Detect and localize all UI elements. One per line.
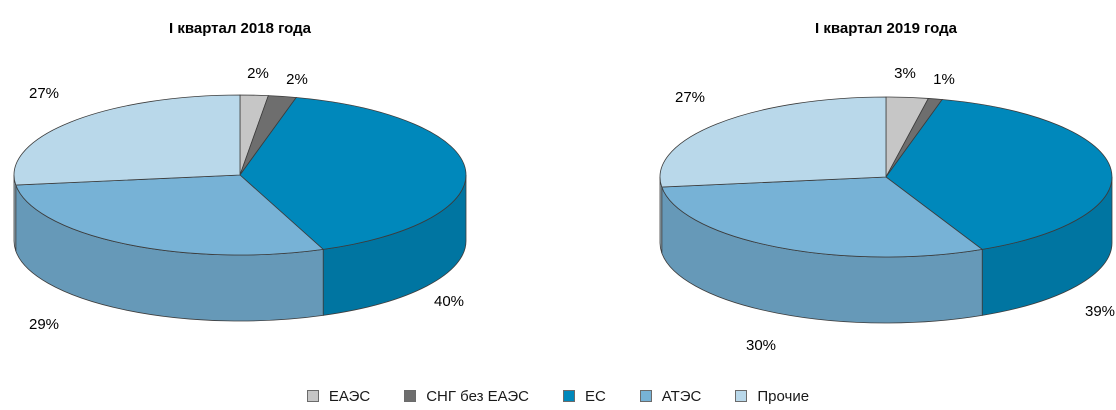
legend-swatch-eaeu (306, 390, 319, 402)
pie-chart-2019: I квартал 2019 года 3% 1% 39% 30% 27% (659, 20, 1115, 354)
pct-label-2019-other: 27% (675, 89, 705, 106)
legend-item-cis: СНГ без ЕАЭС (404, 388, 529, 405)
pct-label-2018-eaeu: 2% (247, 65, 269, 82)
pct-label-2019-eaeu: 3% (894, 65, 916, 82)
pie-chart-2018: I квартал 2018 года 2% 2% 40% 29% 27% (13, 20, 467, 333)
pie-slice-2019-apec (661, 176, 984, 258)
legend-item-other: Прочие (735, 388, 809, 405)
chart-title-2019: I квартал 2019 года (815, 20, 958, 37)
pct-label-2018-other: 27% (29, 85, 59, 102)
pct-label-2019-cis: 1% (933, 71, 955, 88)
chart-title-2018: I квартал 2018 года (169, 20, 312, 37)
pie-slice-2019-other (659, 96, 887, 188)
legend-label-apec: АТЭС (661, 387, 702, 405)
legend-swatch-eu (562, 390, 575, 402)
legend-label-eu: ЕС (584, 387, 606, 405)
pie-slice-2018-apec (15, 174, 325, 256)
legend-label-eaeu: ЕАЭС (328, 387, 371, 405)
pie-slice-2018-eu (239, 97, 467, 250)
pie-top-2018 (13, 94, 467, 256)
pie-charts: I квартал 2018 года 2% 2% 40% 29% 27% I квар… (13, 20, 1115, 354)
legend-swatch-apec (639, 390, 652, 402)
pct-label-2019-eu: 39% (1085, 303, 1115, 320)
legend-item-eu: ЕС (562, 387, 606, 405)
pct-label-2018-cis: 2% (286, 71, 308, 88)
legend-swatch-cis (404, 390, 417, 402)
pie-top-2019 (659, 96, 1113, 258)
legend-item-apec: АТЭС (639, 387, 702, 405)
pct-label-2018-eu: 40% (434, 293, 464, 310)
pct-label-2018-apec: 29% (29, 316, 59, 333)
legend: ЕАЭС СНГ без ЕАЭС ЕС АТЭС Прочие (0, 384, 1116, 408)
legend-item-eaeu: ЕАЭС (306, 387, 371, 405)
pie-slice-2018-other (13, 94, 241, 186)
pie-side-2019-other (659, 176, 663, 254)
legend-swatch-other (735, 390, 748, 402)
pie-side-2018-other (13, 174, 17, 252)
legend-label-other: Прочие (757, 387, 810, 405)
pie-slice-2019-eu (885, 99, 1113, 250)
legend-label-cis: СНГ без ЕАЭС (426, 387, 529, 405)
pct-label-2019-apec: 30% (746, 337, 776, 354)
